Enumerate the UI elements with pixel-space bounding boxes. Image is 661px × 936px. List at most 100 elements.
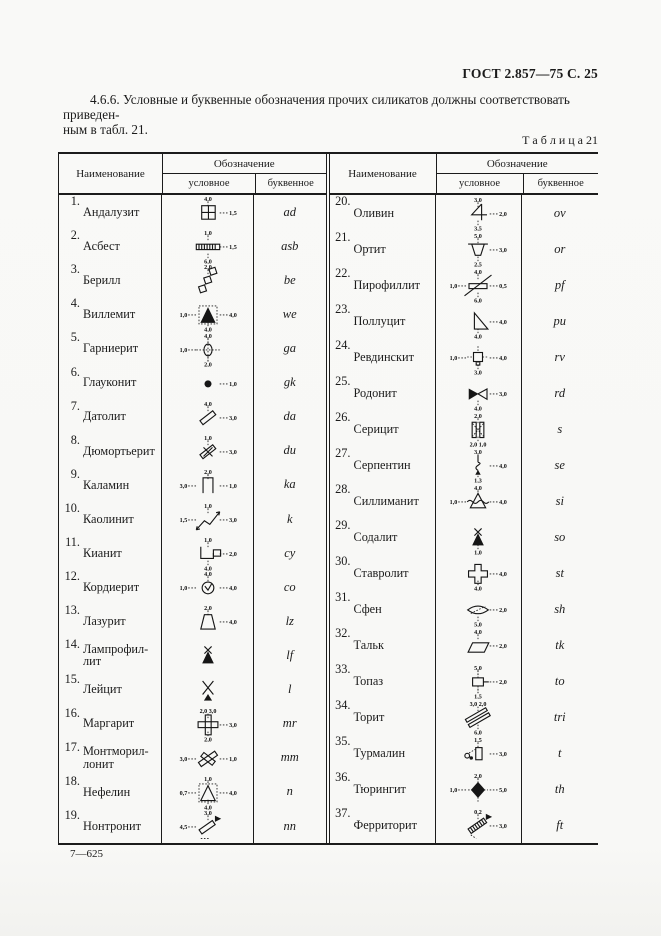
letter-code: si [555, 493, 564, 508]
svg-text:1,5: 1,5 [474, 738, 482, 744]
symbol-cell: 3,0 4,5 [162, 808, 254, 844]
row-number: 23. [335, 302, 351, 316]
svg-text:3,0: 3,0 [474, 450, 482, 456]
mineral-name: 11. Кианит [59, 535, 162, 571]
mineral-symbol-tri-outline-box-icon: 1,0 4,0 0,7 4,0 [179, 777, 236, 810]
svg-text:2,0: 2,0 [204, 265, 212, 271]
mineral-symbol-ibeam-icon: 1,0 4,0 2,0 [199, 538, 236, 571]
row-number: 6. [70, 364, 80, 379]
row-number: 15. [64, 671, 80, 686]
mineral-symbol-cross-bars-icon: 2,0 3,0 2,0 3,0 [197, 708, 236, 742]
svg-text:4,0: 4,0 [204, 197, 212, 203]
svg-text:1,0: 1,0 [450, 500, 458, 506]
paragraph-line-1: 4.6.6. Условные и буквенные обозначения … [63, 92, 570, 122]
mineral-name: 13. Лазурит [59, 604, 162, 639]
svg-text:1,3: 1,3 [474, 479, 482, 483]
symbol-cell: 3,0 3,5 2,0 [436, 195, 522, 231]
symbol-cell: 4,0 2,0 [436, 627, 522, 663]
svg-text:6,0: 6,0 [474, 299, 482, 303]
row-number: 5. [70, 330, 80, 345]
svg-text:1,0: 1,0 [204, 231, 212, 237]
mineral-symbol-lens-icon: 5,0 2,0 [466, 605, 507, 627]
letter-code: t [558, 745, 562, 760]
mineral-name: 1. Андалузит [59, 194, 162, 230]
mineral-name: 21. Ортит [330, 231, 436, 267]
mineral-symbol-right-tri-icon: 4,0 4,0 [473, 311, 507, 339]
header-letter: буквенное [267, 178, 314, 189]
row-number: 9. [70, 466, 80, 481]
table-row: 21. Ортит 5,0 2,5 3,0 or [330, 231, 599, 267]
table-row: 22. Пирофиллит 4,0 6,0 1,0 0,5 pf [330, 267, 599, 303]
mineral-symbol-double-diag-icon: 3,0 2,0 6,0 [464, 702, 491, 735]
table-row: 10. Каолинит 1,0 1,5 3,0 k [59, 502, 326, 537]
row-number: 22. [335, 266, 351, 280]
symbol-cell: 4,0 3,0 [436, 375, 522, 411]
table-row: 33. Топаз 5,0 1,5 2,0 to [330, 663, 599, 699]
symbol-cell: 1,0 4,0 2,0 [162, 536, 254, 571]
mineral-name: 16. Маргарит [59, 707, 162, 741]
table-row: 32. Тальк 4,0 2,0 tk [330, 627, 599, 663]
mineral-name: 5. Гарниерит [59, 330, 162, 366]
mineral-name: 15. Лейцит [59, 673, 162, 707]
symbol-cell: 1,0 6,0 1,5 [162, 229, 254, 264]
svg-text:3,0: 3,0 [229, 416, 237, 422]
row-number: 11. [65, 535, 80, 550]
letter-code: or [554, 241, 566, 256]
mineral-symbol-s-curve-icon: 3,0 1,3 4,0 [474, 450, 507, 483]
letter-code: pf [554, 277, 565, 292]
table-row: 16. Маргарит 2,0 3,0 2,0 3,0 mr [59, 707, 326, 742]
mineral-symbol-diagbar-icon: 4,0 3,0 [198, 401, 237, 426]
svg-text:2,0: 2,0 [499, 680, 507, 686]
table-row: 34. Торит 3,0 2,0 6,0 tri [330, 699, 599, 735]
table-row: 1. Андалузит 4,0 1,5 ad [59, 194, 326, 230]
svg-text:2,0: 2,0 [474, 414, 482, 420]
svg-text:3,0: 3,0 [179, 484, 187, 490]
mineral-name: 2. Асбест [59, 228, 162, 264]
row-number: 1. [70, 194, 80, 208]
letter-code: mm [280, 750, 299, 765]
svg-text:1,0: 1,0 [450, 284, 458, 290]
header-letter: буквенное [537, 178, 584, 189]
symbol-cell: 4,0 1,0 4,0 [162, 570, 254, 605]
svg-text:4,5: 4,5 [179, 825, 187, 831]
mineral-symbol-trap-up-icon: 2,0 4,0 [199, 606, 236, 631]
symbol-cell: 5,0 2,5 3,0 [436, 231, 522, 267]
letter-code: lf [286, 647, 294, 662]
letter-code: rv [554, 349, 565, 364]
symbol-cell: 1,5 3,0 [436, 735, 522, 771]
letter-code: ga [283, 340, 297, 355]
table-row: 27. Серпентин 3,0 1,3 4,0 se [330, 447, 599, 483]
mineral-symbol-tri-wave-icon: 4,0 1,0 4,0 [450, 486, 507, 509]
row-number: 36. [335, 770, 351, 784]
svg-text:1,0: 1,0 [179, 347, 187, 353]
svg-text:4,0: 4,0 [499, 464, 507, 470]
mineral-symbol-circle-v-icon: 4,0 1,0 4,0 [179, 572, 236, 595]
mineral-symbol-dot-icon: 1,0 [203, 379, 236, 388]
letter-code: mr [282, 716, 297, 731]
mineral-symbol-diag-cross-bars-icon: 3,0 1,0 [179, 750, 236, 768]
letter-code: rd [554, 385, 566, 400]
mineral-symbol-diagbar-x-icon: 1,0 3,0 [198, 436, 236, 460]
svg-text:3,0: 3,0 [499, 824, 507, 830]
svg-text:4,0: 4,0 [499, 500, 507, 506]
mineral-symbol-double-bar-x-icon: 2,0 2,0 1,0 [470, 414, 487, 447]
svg-text:4,0: 4,0 [204, 805, 212, 809]
symbol-cell: 2,0 3,0 1,0 [162, 467, 254, 502]
letter-code: th [554, 781, 565, 796]
symbol-cell [162, 672, 254, 707]
row-number: 19. [64, 807, 80, 822]
symbol-cell: 5,0 2,0 [436, 591, 522, 627]
table-row: 12. Кордиерит 4,0 1,0 4,0 co [59, 570, 326, 605]
doc-header: ГОСТ 2.857—75 С. 25 [462, 66, 598, 81]
svg-text:2,0: 2,0 [204, 737, 212, 741]
mineral-name: 32. Тальк [330, 627, 436, 663]
mineral-name: 24. Ревдинскит [330, 339, 436, 375]
table-row: 24. Ревдинскит 3,0 1,0 4,0 rv [330, 339, 599, 375]
letter-code: tri [553, 709, 566, 724]
table-row: 14. Лампрофил-лит lf [59, 638, 326, 673]
row-number: 4. [70, 296, 80, 311]
svg-text:4,0: 4,0 [474, 486, 482, 492]
svg-text:1,0: 1,0 [229, 484, 237, 490]
row-number: 2. [70, 228, 80, 243]
symbol-cell: 4,0 6,0 1,0 0,5 [436, 267, 522, 303]
